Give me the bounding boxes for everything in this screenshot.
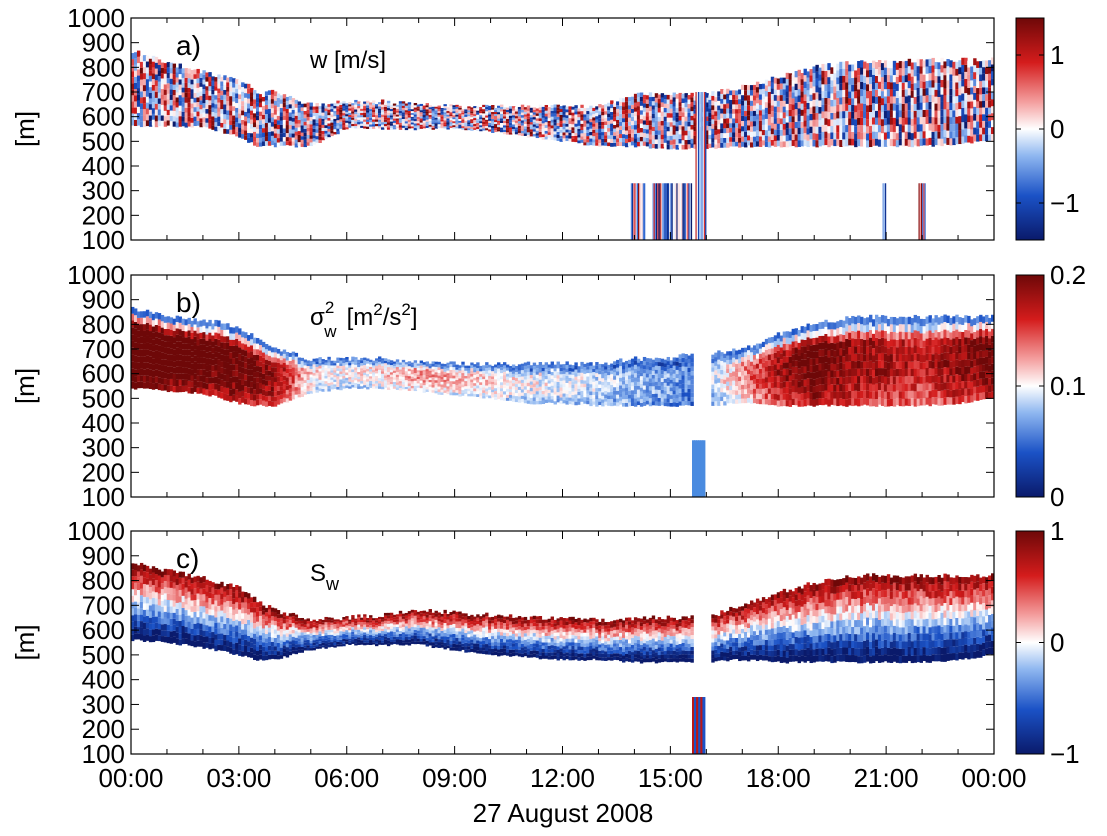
y-tick-label: 1000	[67, 260, 125, 290]
colorbar-tick-label: 1	[1050, 516, 1064, 546]
x-tick-label: 00:00	[961, 763, 1026, 793]
x-axis-labels: 00:00 03:00 06:00 09:00 12:00 15:00 18:00 21:00…	[98, 763, 1026, 793]
x-tick-label: 03:00	[206, 763, 271, 793]
y-tick-label: 900	[82, 28, 125, 58]
y-tick-label: 100	[82, 482, 125, 512]
colorbar-tick-label: −1	[1050, 188, 1080, 218]
low-level-streaks	[630, 92, 926, 240]
x-tick-label: 09:00	[422, 763, 487, 793]
y-tick-label: 100	[82, 225, 125, 255]
y-tick-label: 700	[82, 77, 125, 107]
heatmap-field	[131, 306, 995, 407]
y-tick-label: 700	[82, 334, 125, 364]
y-tick-label: 500	[82, 383, 125, 413]
y-tick-label: 900	[82, 541, 125, 571]
x-tick-label: 12:00	[530, 763, 595, 793]
y-tick-label: 400	[82, 408, 125, 438]
y-axis-label: [m]	[10, 111, 40, 147]
panel-title: Sw	[310, 560, 340, 594]
x-ticks	[130, 275, 995, 497]
y-tick-label: 500	[82, 640, 125, 670]
y-tick-label: 800	[82, 309, 125, 339]
y-axis-label: [m]	[10, 624, 40, 660]
y-tick-label: 1000	[67, 516, 125, 546]
panel-title: σ2 w[m2/s2]	[310, 298, 418, 341]
heatmap-field	[131, 50, 995, 150]
y-tick-label: 200	[82, 457, 125, 487]
y-tick-label: 100	[82, 739, 125, 769]
x-tick-label: 06:00	[314, 763, 379, 793]
colorbar-c: −1 0 1	[1015, 516, 1080, 769]
y-axis-label: [m]	[10, 368, 40, 404]
y-tick-label: 300	[82, 433, 125, 463]
colorbar-a: −1 0 1	[1015, 17, 1080, 241]
y-tick-label: 700	[82, 590, 125, 620]
y-tick-label: 400	[82, 151, 125, 181]
y-tick-label: 200	[82, 714, 125, 744]
y-tick-label: 600	[82, 615, 125, 645]
y-tick-label: 600	[82, 359, 125, 389]
low-level-streaks	[692, 697, 706, 754]
colorbar-tick-label: 0	[1050, 482, 1064, 512]
y-tick-label: 900	[82, 285, 125, 315]
y-tick-label: 1000	[67, 3, 125, 33]
y-tick-label: 800	[82, 52, 125, 82]
colorbar-tick-label: −1	[1050, 739, 1080, 769]
low-level-streaks	[692, 440, 706, 497]
x-tick-label: 00:00	[98, 763, 163, 793]
x-tick-label: 21:00	[854, 763, 919, 793]
x-ticks	[130, 531, 995, 754]
y-tick-label: 800	[82, 566, 125, 596]
colorbar-tick-label: 0.1	[1050, 371, 1086, 401]
x-ticks	[130, 18, 995, 240]
colorbar-tick-label: 0.2	[1050, 260, 1086, 290]
y-tick-label: 200	[82, 200, 125, 230]
colorbar-tick-label: 0	[1050, 114, 1064, 144]
y-tick-label: 400	[82, 665, 125, 695]
x-tick-label: 15:00	[638, 763, 703, 793]
y-tick-label: 500	[82, 126, 125, 156]
heatmap-field	[131, 562, 995, 664]
y-tick-label: 300	[82, 176, 125, 206]
colorbar-tick-label: 0	[1050, 628, 1064, 658]
y-tick-label: 600	[82, 102, 125, 132]
colorbar-tick-label: 1	[1050, 40, 1064, 70]
colorbar-b: 0 0.1 0.2	[1015, 260, 1086, 512]
panel-label: c)	[176, 543, 199, 574]
panel-label: b)	[176, 287, 201, 318]
x-tick-label: 18:00	[746, 763, 811, 793]
x-axis-date-label: 27 August 2008	[473, 798, 654, 828]
y-tick-label: 300	[82, 689, 125, 719]
panel-title: w [m/s]	[309, 47, 386, 74]
panel-label: a)	[176, 30, 201, 61]
